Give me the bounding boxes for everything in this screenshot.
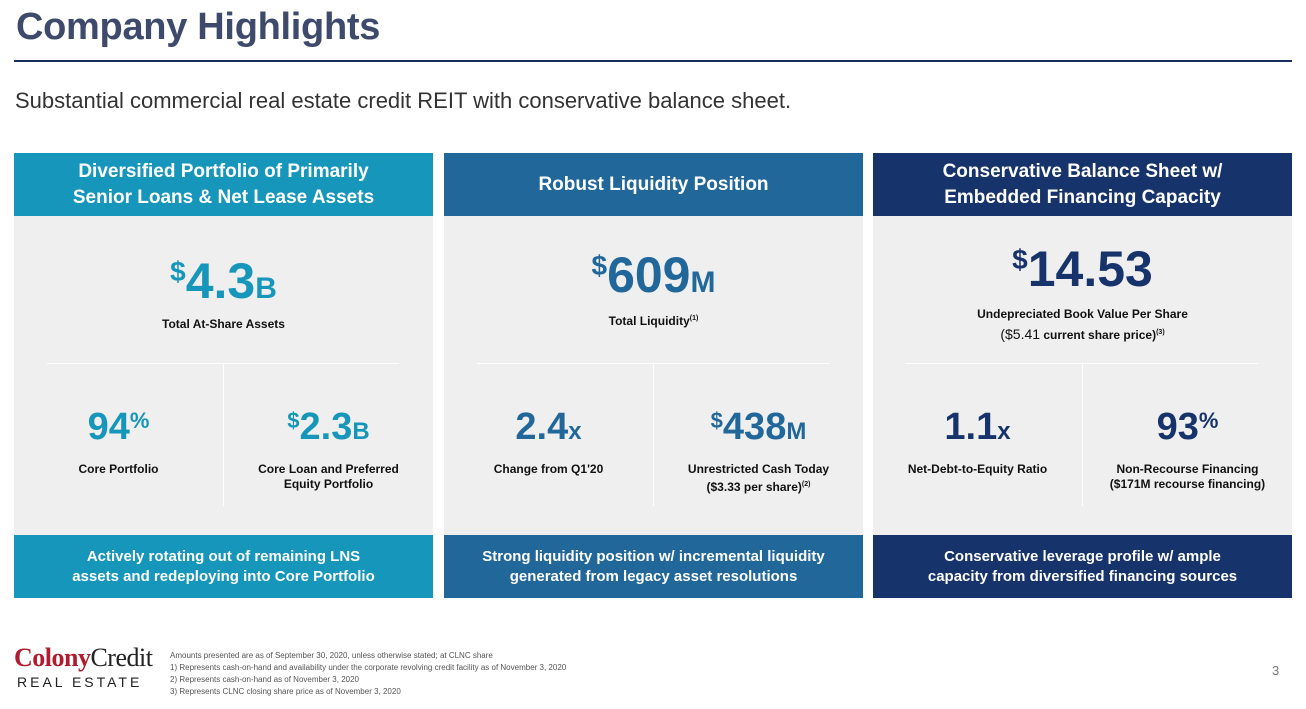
book-value-value: $14.53: [1012, 241, 1153, 297]
card-header-balance-sheet: Conservative Balance Sheet w/ Embedded F…: [873, 153, 1292, 216]
divider: [1082, 364, 1083, 506]
company-logo: ColonyCredit: [14, 643, 153, 672]
divider: [223, 364, 224, 506]
non-recourse-stat: 93% Non-Recourse Financing ($171M recour…: [1109, 406, 1266, 491]
unrestricted-cash-stat: $438M Unrestricted Cash Today ($3.33 per…: [687, 406, 830, 494]
company-logo-tagline: REAL ESTATE: [17, 674, 143, 690]
total-assets-value: $4.3B: [170, 253, 277, 309]
page-number: 3: [1272, 663, 1280, 678]
page-subtitle: Substantial commercial real estate credi…: [15, 88, 792, 113]
liquidity-change-stat: 2.4x Change from Q1'20: [493, 406, 604, 476]
total-liquidity-label: Total Liquidity(1): [608, 314, 699, 328]
total-liquidity-value: $609M: [591, 247, 716, 303]
card-footer-portfolio: Actively rotating out of remaining LNS a…: [14, 535, 433, 598]
title-rule: [14, 60, 1292, 62]
divider: [906, 363, 1258, 364]
card-header-liquidity: Robust Liquidity Position: [444, 153, 863, 216]
card-body-portfolio: $4.3B Total At-Share Assets 94% Core Por…: [14, 216, 433, 535]
book-value-label: Undepreciated Book Value Per Share ($5.4…: [977, 307, 1188, 342]
page-title: Company Highlights: [16, 6, 381, 48]
divider: [653, 364, 654, 506]
net-debt-stat: 1.1x Net-Debt-to-Equity Ratio: [907, 406, 1048, 476]
footnotes: Amounts presented are as of September 30…: [170, 651, 567, 696]
card-footer-liquidity: Strong liquidity position w/ incremental…: [444, 535, 863, 598]
divider: [477, 363, 829, 364]
card-header-portfolio: Diversified Portfolio of Primarily Senio…: [14, 153, 433, 216]
card-footer-balance-sheet: Conservative leverage profile w/ ample c…: [873, 535, 1292, 598]
core-portfolio-stat: 94% Core Portfolio: [78, 406, 159, 476]
divider: [47, 363, 399, 364]
total-assets-label: Total At-Share Assets: [162, 317, 285, 331]
card-body-liquidity: $609M Total Liquidity(1) 2.4x Change fro…: [444, 216, 863, 535]
card-body-balance-sheet: $14.53 Undepreciated Book Value Per Shar…: [873, 216, 1292, 535]
core-loan-stat: $2.3B Core Loan and Preferred Equity Por…: [258, 406, 399, 491]
